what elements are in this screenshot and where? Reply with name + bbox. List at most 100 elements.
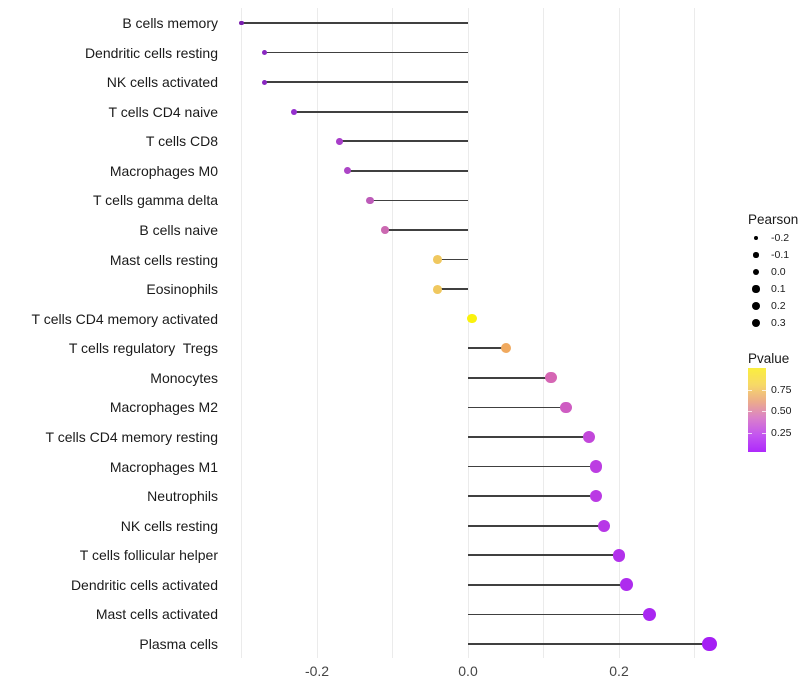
y-axis-label: Macrophages M0 [109, 162, 218, 179]
lollipop-dot [261, 49, 267, 56]
lollipop-stem [468, 613, 650, 616]
pvalue-tick-mark [748, 390, 752, 392]
lollipop-stem [264, 81, 468, 84]
lollipop-dot [612, 548, 626, 562]
y-axis-label: Macrophages M1 [109, 458, 218, 475]
lollipop-stem [437, 288, 468, 291]
lollipop-dot [291, 108, 298, 115]
y-axis-label: NK cells activated [106, 74, 218, 91]
lollipop-stem [468, 583, 627, 586]
lollipop-stem [468, 465, 597, 468]
y-axis-label: Macrophages M2 [109, 399, 218, 416]
legend-size-label: -0.1 [771, 248, 790, 261]
legend-size-dot [751, 318, 761, 328]
lollipop-stem [264, 51, 468, 54]
y-axis-label: T cells gamma delta [92, 192, 218, 209]
lollipop-stem [369, 199, 468, 202]
pvalue-tick-mark [748, 433, 752, 435]
pearson-legend-item: 0.0 [743, 264, 800, 281]
lollipop-dot [597, 519, 611, 532]
y-axis-label: T cells CD4 naive [108, 103, 218, 120]
pvalue-gradient-bar [748, 368, 766, 452]
pvalue-legend-title: Pvalue [748, 351, 790, 366]
y-axis-label: Neutrophils [147, 488, 218, 505]
lollipop-stem [468, 554, 619, 557]
lollipop-dot [343, 167, 351, 175]
pvalue-tick-mark [762, 433, 766, 435]
lollipop-dot [466, 313, 477, 324]
lollipop-dot [239, 20, 244, 26]
pvalue-tick-mark [762, 390, 766, 392]
pvalue-color-legend: Pvalue 0.75 0.50 0.25 [743, 351, 800, 461]
y-axis-label: T cells follicular helper [79, 547, 218, 564]
legend-size-dot [752, 285, 760, 293]
y-axis-label: B cells memory [122, 15, 218, 31]
gridline [543, 8, 544, 658]
gridline [694, 8, 695, 658]
pvalue-tick-label: 0.25 [771, 427, 792, 439]
y-axis-label: NK cells resting [120, 517, 218, 534]
lollipop-dot [336, 137, 344, 145]
lollipop-dot [620, 578, 633, 592]
pearson-legend-title: Pearson [748, 212, 799, 227]
lollipop-dot [590, 490, 603, 503]
y-axis-label: Eosinophils [146, 281, 218, 298]
lollipop-dot [545, 372, 557, 384]
lollipop-dot [560, 401, 572, 414]
y-axis-label: Monocytes [150, 369, 218, 386]
lollipop-dot [500, 343, 511, 354]
y-axis-label: Dendritic cells resting [84, 44, 218, 61]
legend-size-label: -0.2 [771, 231, 790, 244]
legend-size-label: 0.1 [771, 282, 786, 295]
lollipop-stem [384, 229, 468, 231]
pvalue-tick-label: 0.75 [771, 384, 792, 396]
y-axis-label: T cells CD8 [145, 133, 218, 150]
y-axis-label: T cells regulatory Tregs [68, 340, 218, 357]
gridline [241, 8, 242, 658]
legend-size-label: 0.2 [771, 299, 786, 312]
lollipop-stem [468, 643, 710, 645]
lollipop-dot [582, 430, 595, 443]
lollipop-stem [468, 376, 552, 379]
pearson-legend-item: -0.1 [743, 247, 800, 264]
lollipop-dot [433, 255, 443, 264]
gridline [467, 8, 469, 658]
legend-size-dot [753, 252, 759, 258]
lollipop-stem [468, 436, 589, 438]
y-axis-label: Dendritic cells activated [70, 576, 218, 593]
lollipop-stem [294, 110, 468, 113]
legend-size-dot [753, 235, 759, 241]
y-axis-label: Mast cells activated [95, 606, 218, 623]
legend-size-label: 0.3 [771, 316, 786, 329]
lollipop-stem [468, 406, 567, 409]
x-tick-label: 0.2 [609, 663, 629, 679]
legend-size-dot [752, 302, 760, 310]
lollipop-stem [468, 495, 597, 498]
pearson-legend-item: 0.3 [743, 315, 800, 332]
lollipop-dot [433, 284, 443, 294]
gridline [618, 8, 620, 658]
lollipop-stem [468, 347, 506, 350]
legend-size-label: 0.0 [771, 265, 786, 278]
y-axis-label: Mast cells resting [109, 251, 218, 268]
lollipop-stem [437, 258, 468, 261]
x-tick-label: 0.0 [458, 663, 478, 679]
lollipop-dot [381, 226, 389, 234]
y-axis-label: B cells naive [139, 221, 218, 238]
pearson-legend-item: 0.2 [743, 298, 800, 315]
lollipop-stem [468, 524, 604, 527]
lollipop-dot [261, 79, 267, 85]
y-axis-label: T cells CD4 memory resting [45, 428, 218, 445]
pearson-legend-item: -0.2 [743, 230, 800, 247]
pvalue-tick-mark [762, 411, 766, 413]
lollipop-dot [590, 460, 603, 473]
pearson-size-legend: Pearson -0.2 -0.1 0.0 0.1 0.2 0.3 [743, 212, 800, 337]
gridline [392, 8, 393, 658]
x-tick-label: -0.2 [304, 663, 330, 679]
legend-size-dot [752, 268, 760, 276]
pearson-legend-item: 0.1 [743, 281, 800, 298]
y-axis-label: Plasma cells [139, 635, 218, 652]
pvalue-tick-mark [748, 411, 752, 413]
lollipop-dot [366, 196, 374, 205]
